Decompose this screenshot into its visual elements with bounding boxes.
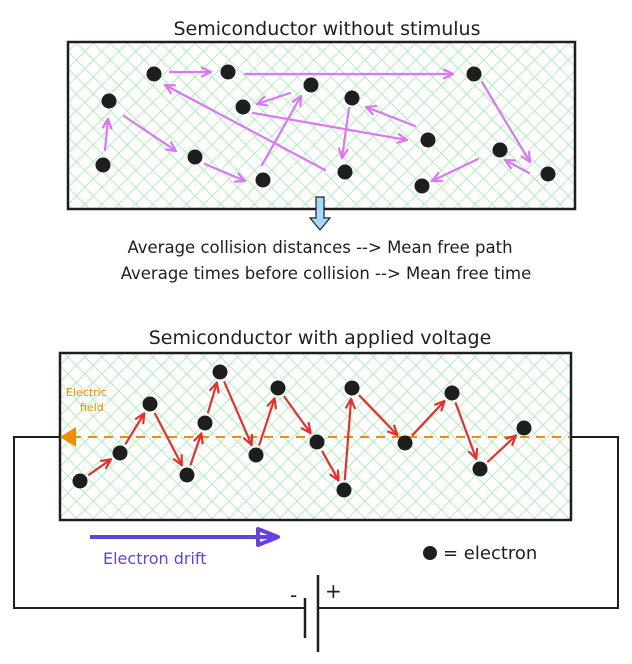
electron-dot [540,166,556,182]
arrow [243,68,455,80]
arrow [124,412,146,445]
arrow [358,394,399,437]
electron-dot [220,64,236,80]
arrow [87,458,113,476]
electron-dot [444,385,460,401]
electron-dot [516,420,532,436]
electron-dot [235,99,251,115]
arrow [430,157,480,183]
electron-dot [270,380,286,396]
arrow [364,105,417,128]
bottom-electrons [72,364,532,498]
circuit-wire [13,436,619,609]
electron-dot [420,132,436,148]
field-label-2: field [80,401,104,414]
arrow [503,158,531,175]
arrow [163,83,327,172]
electron-dot [187,149,203,165]
arrow [486,434,518,463]
bottom-title: Semiconductor with applied voltage [149,327,492,349]
arrow [251,111,409,144]
arrow [168,66,213,78]
arrow [101,117,113,152]
electron-drift-arrow-icon [90,527,280,547]
electron-dot [112,445,128,461]
legend-label: = electron [443,543,537,564]
electron-dot [344,90,360,106]
arrow [122,114,178,153]
arrow [283,395,312,435]
summary-line-2: Average times before collision --> Mean … [121,264,532,283]
arrow [454,402,479,460]
electron-dot [95,157,111,173]
arrow [223,380,254,447]
arrow [260,94,303,167]
top-title: Semiconductor without stimulus [174,18,481,40]
electron-dot [72,473,88,489]
random-motion-arrows [101,66,532,183]
arrow [258,397,277,446]
arrow [207,381,220,414]
electron-dot [336,482,352,498]
electron-dot [248,447,264,463]
electron-dot [146,66,162,82]
electron-dot [309,434,325,450]
electron-dot [414,178,430,194]
electron-dot [466,66,482,82]
electron-dot [101,93,117,109]
electron-dot [179,467,195,483]
arrow [153,412,184,467]
arrow [321,450,340,482]
drift-path-arrows [87,380,518,482]
battery-minus: - [290,583,297,607]
electron-dot [197,415,213,431]
drift-label: Electron drift [103,549,207,568]
electron-dot [397,435,413,451]
electron-dot [255,172,271,188]
arrow [337,106,351,160]
summary-line-1: Average collision distances --> Mean fre… [127,238,512,257]
electron-dot [337,164,353,180]
arrow [411,399,446,437]
arrow [189,432,204,466]
top-electrons [95,64,556,194]
field-label-1: Electric [66,386,107,399]
electron-dot [142,396,158,412]
arrow [343,397,356,481]
electron-dot [492,142,508,158]
electron-dot [212,364,228,380]
electron-dot [472,461,488,477]
battery-icon [303,575,320,652]
field-arrowhead-icon [60,427,76,447]
arrow [480,80,532,164]
electron-dot [344,380,360,396]
down-arrow-icon [308,196,332,231]
arrow [203,162,247,183]
battery-plus: + [325,579,342,603]
legend-electron-dot [423,546,437,560]
electron-dot [303,77,319,93]
arrow [255,91,292,107]
